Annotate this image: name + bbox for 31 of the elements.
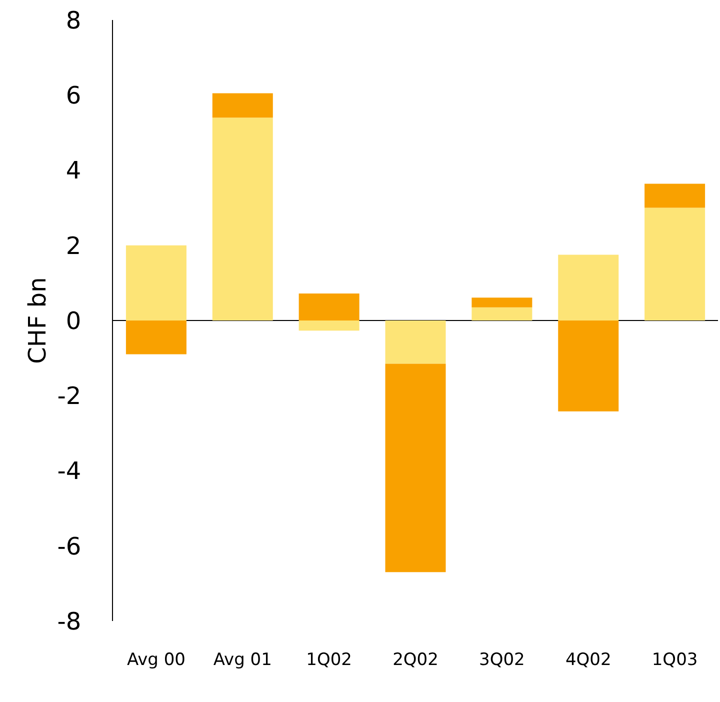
y-tick-label: 2 [66,232,82,260]
x-tick-label: 2Q02 [392,650,438,670]
y-tick-label: -4 [57,457,82,486]
bar [298,293,360,320]
y-tick-label: 4 [66,156,82,185]
x-tick-label: 4Q02 [565,650,612,670]
bar [126,320,186,354]
y-tick-label: -2 [57,382,82,410]
bar [472,298,532,308]
bar [385,320,446,364]
x-tick-label: 3Q02 [479,650,525,670]
x-tick-label: Avg 01 [213,650,272,670]
y-tick-label: -6 [57,532,82,560]
bar [644,208,706,320]
y-axis-title: CHF bn [23,277,52,364]
y-tick-label: 8 [66,6,82,34]
bar [212,93,273,118]
y-tick-label: 6 [66,82,82,110]
bar [385,364,446,572]
y-tick-label: -8 [57,607,82,636]
bar [558,254,619,320]
x-tick-label: 1Q02 [306,650,352,670]
x-tick-label: Avg 00 [126,650,186,670]
bar [644,184,706,208]
bar [298,320,360,331]
bar [126,245,186,320]
x-tick-label: 1Q03 [652,650,698,670]
bar [212,118,273,320]
bar [472,307,532,320]
y-tick-label: 0 [66,306,82,335]
bar [558,320,619,412]
